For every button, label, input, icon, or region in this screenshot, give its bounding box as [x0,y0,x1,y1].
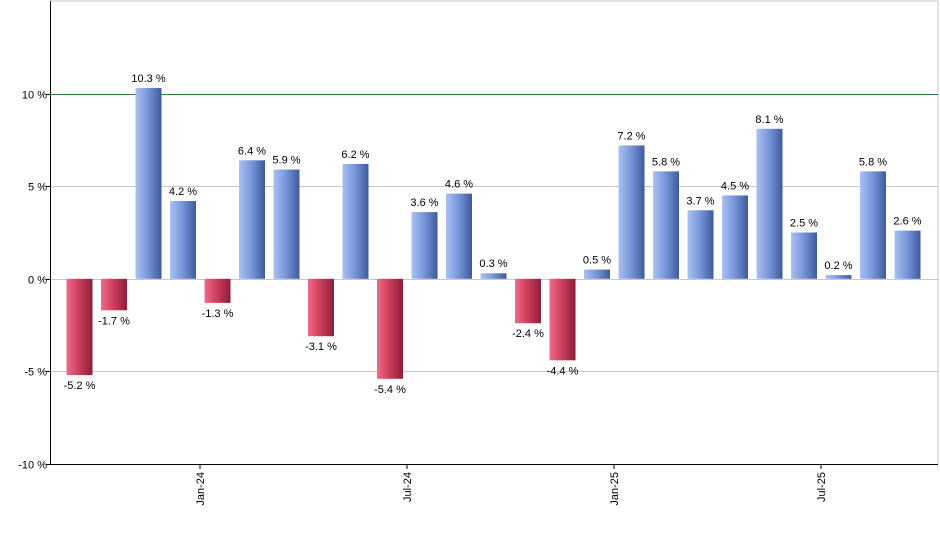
data-label: 5.8 % [859,156,887,168]
data-label: 4.6 % [445,179,473,191]
data-label: 8.1 % [755,114,783,126]
x-tick-label: Jan-24 [195,472,207,506]
bar [722,195,748,279]
axes: 10 % 5 % 0 % -5 % -10 % Jan-24 Jul-24 Jan-25 Jul… [18,1,938,506]
data-label: 0.2 % [824,260,852,272]
y-tick-label: -5 % [24,367,47,379]
bar [411,212,438,279]
bar [618,145,645,279]
data-label: 6.4 % [238,145,266,157]
data-label: 5.9 % [272,155,300,167]
data-labels: -5.2 % -1.7 % 10.3 % 4.2 % -1.3 % 6.4 % 5.9 % -… [64,73,922,396]
data-label: -4.4 % [547,365,579,377]
data-label: -1.3 % [202,308,234,320]
bar [273,169,300,279]
bar [377,278,403,379]
data-label: -5.2 % [64,380,96,392]
bar [66,278,93,376]
bars [66,88,921,379]
bar [860,171,886,279]
bar [446,193,472,279]
bar [170,201,196,279]
y-tick-label: -10 % [18,460,47,472]
data-label: 5.8 % [652,156,680,168]
data-label: 4.2 % [169,186,197,198]
bar [549,278,576,361]
y-tick-label: 0 % [28,275,47,287]
data-label: 4.5 % [721,180,749,192]
y-tick-label: 5 % [28,182,47,194]
bar [653,171,679,279]
bar [101,278,127,311]
data-label: 2.6 % [893,216,921,228]
x-tick-label: Jul-24 [402,472,414,502]
data-label: -2.4 % [512,328,544,340]
bar [135,88,162,279]
bar [584,269,610,279]
bar [687,210,714,279]
data-label: 7.2 % [617,130,645,142]
data-label: 0.3 % [479,258,507,270]
data-label: -3.1 % [305,341,337,353]
bar [308,278,334,337]
bar [342,163,369,279]
data-label: 10.3 % [131,73,165,85]
bar [204,278,231,303]
data-label: 3.6 % [410,197,438,209]
x-tick-label: Jul-25 [816,472,828,502]
data-label: -1.7 % [98,315,130,327]
bar [756,128,783,279]
bar [825,275,852,279]
data-label: 0.5 % [583,255,611,267]
bar [515,278,541,324]
bar [480,273,507,279]
bar [791,232,817,279]
bar [894,230,921,279]
x-tick-label: Jan-25 [609,472,621,506]
data-label: 2.5 % [790,218,818,230]
data-label: -5.4 % [374,384,406,396]
data-label: 3.7 % [686,195,714,207]
data-label: 6.2 % [341,149,369,161]
bar [239,160,265,279]
y-tick-label: 10 % [22,90,47,102]
